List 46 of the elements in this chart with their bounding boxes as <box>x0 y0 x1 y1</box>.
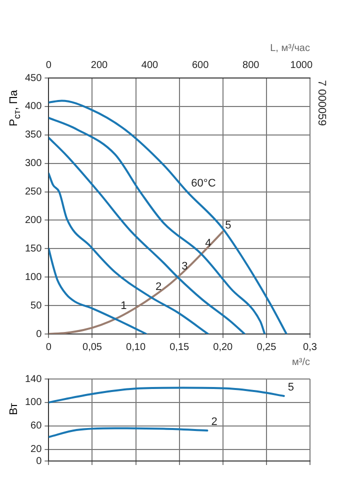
line-series <box>48 386 285 404</box>
y-tick-label: 100 <box>24 272 42 283</box>
y-tick-label: 140 <box>24 374 42 385</box>
annotation: 60°C <box>191 177 216 190</box>
x2-tick-label: 400 <box>141 60 159 71</box>
line-series <box>48 427 208 438</box>
y-tick-label: 60 <box>30 420 42 432</box>
line-series <box>48 230 224 334</box>
annotation: 5 <box>288 382 294 394</box>
line-series <box>48 100 288 334</box>
y-tick-label: 200 <box>24 214 42 226</box>
y-tick-label: 50 <box>30 300 42 312</box>
y-tick-label: 450 <box>24 72 42 84</box>
y-tick-label: 300 <box>24 158 42 170</box>
x-tick-label: 0 <box>46 342 52 353</box>
annotation: 3 <box>182 260 188 272</box>
x-tick-label: 0,10 <box>126 342 146 353</box>
x2-tick-label: 600 <box>192 60 210 71</box>
x-tick-label: 0,05 <box>82 342 102 353</box>
x2-tick-label: 1000 <box>290 60 313 71</box>
annotation: 4 <box>205 238 212 250</box>
y-axis-title: Вт <box>8 402 20 416</box>
x2-tick-label: 0 <box>46 60 52 71</box>
annotation: 2 <box>211 416 218 428</box>
x-axis-title: м³/с <box>292 356 310 368</box>
x-tick-label: 0,15 <box>170 342 190 353</box>
y-tick-label: 0 <box>36 456 42 467</box>
line-series <box>48 136 246 334</box>
x2-tick-label: 800 <box>242 60 260 71</box>
x-tick-label: 0,20 <box>213 342 234 353</box>
y-tick-label: 250 <box>24 186 42 198</box>
y-tick-label: 0 <box>36 328 42 340</box>
y-tick-label: 350 <box>24 130 42 141</box>
annotation: 5 <box>225 219 232 232</box>
x2-axis-title: L, м³/час <box>270 42 310 54</box>
line-series <box>48 116 266 334</box>
x2-tick-label: 200 <box>90 60 108 71</box>
y-tick-label: 150 <box>24 243 42 254</box>
x-tick-label: 0,25 <box>256 342 277 353</box>
y-tick-label: 400 <box>24 101 42 112</box>
annotation: 2 <box>155 280 162 293</box>
y-tick-label: 100 <box>24 397 42 408</box>
y-tick-label: 20 <box>30 444 42 456</box>
x-tick-label: 0,3 <box>303 342 318 353</box>
line-series <box>48 248 148 334</box>
text: 7 000059 <box>315 80 328 126</box>
